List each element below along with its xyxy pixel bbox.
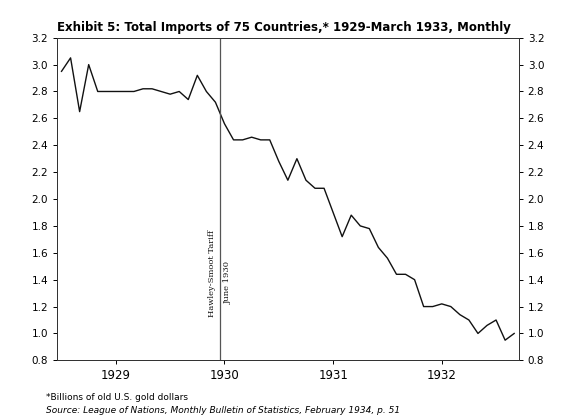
Text: Exhibit 5: Total Imports of 75 Countries,* 1929-March 1933, Monthly: Exhibit 5: Total Imports of 75 Countries… <box>57 21 511 34</box>
Text: June 1930: June 1930 <box>223 261 231 304</box>
Text: *Billions of old U.S. gold dollars: *Billions of old U.S. gold dollars <box>46 393 188 402</box>
Text: Hawley-Smoot Tariff: Hawley-Smoot Tariff <box>208 229 217 316</box>
Text: Source: League of Nations, Monthly Bulletin of Statistics, February 1934, p. 51: Source: League of Nations, Monthly Bulle… <box>46 406 400 415</box>
